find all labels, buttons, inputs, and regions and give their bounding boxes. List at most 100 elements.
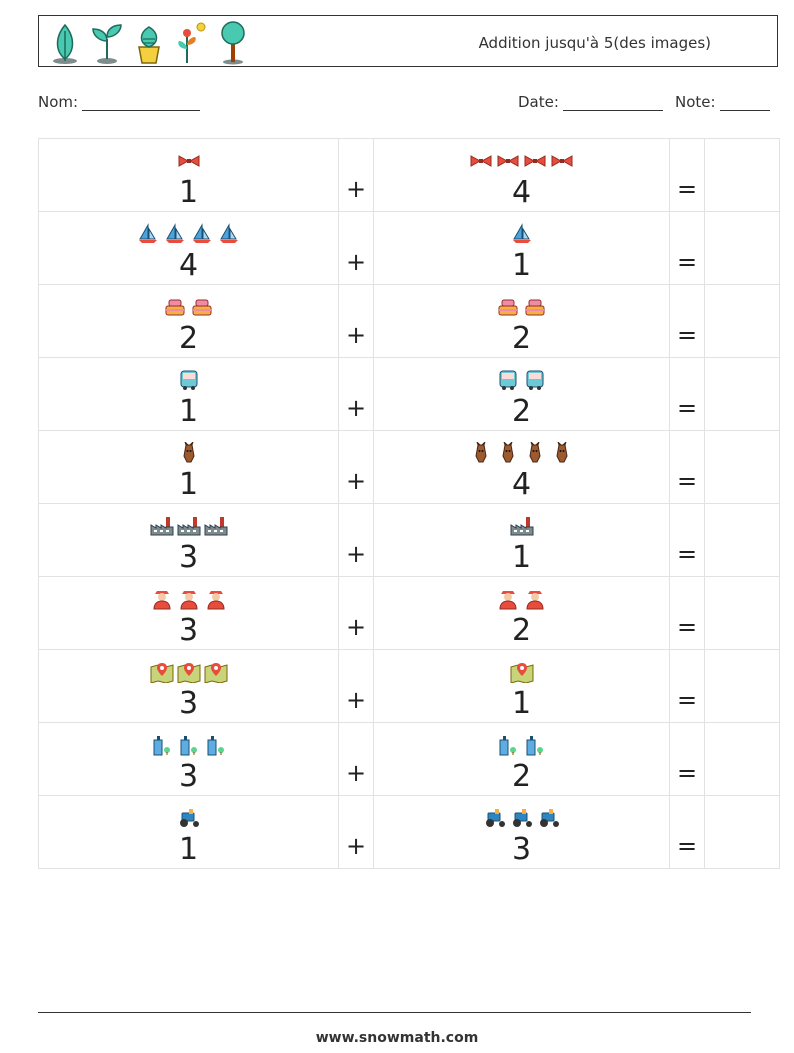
firefighter-icon [496,588,520,614]
tractor-icon [483,807,507,833]
name-field[interactable]: Nom: [38,93,201,111]
plus-sign: + [345,540,367,568]
sailboat-icon [163,223,187,249]
second-operand-number: 3 [511,832,532,867]
bus-icon [496,369,520,395]
cake-icon [190,296,214,322]
firefighter-icon [204,588,228,614]
map-pin-icon [177,661,201,687]
horse-icon [469,441,493,468]
score-label: Note: [675,93,716,111]
answer-cell[interactable] [704,576,780,650]
icon-group [496,299,547,322]
icon-group [496,591,547,614]
problem-row: 1 +4 = [38,430,780,504]
date-field[interactable]: Date: [518,93,663,111]
problem-row: 1 +4 = [38,138,780,212]
second-operand-cell: 2 [373,576,670,650]
answer-cell[interactable] [704,211,780,285]
equals-cell: = [669,211,705,285]
plant-icon-row [47,19,251,65]
first-operand-number: 3 [178,686,199,721]
equals-cell: = [669,430,705,504]
plus-cell: + [338,722,374,796]
potted-plant-icon [138,26,160,64]
equals-cell: = [669,722,705,796]
icon-group [150,517,228,541]
tractor-icon [537,807,561,833]
icon-group [469,154,574,176]
plus-sign: + [345,613,367,641]
icon-group [483,809,561,833]
answer-cell[interactable] [704,722,780,796]
problem-row: 3 +1 = [38,649,780,723]
cake-icon [496,296,520,322]
first-operand-cell: 3 [38,649,339,723]
building-icon [177,734,201,760]
date-line [562,94,663,111]
first-operand-cell: 3 [38,576,339,650]
equals-sign: = [676,832,698,860]
first-operand-cell: 1 [38,430,339,504]
answer-cell[interactable] [704,138,780,212]
answer-cell[interactable] [704,649,780,723]
horse-icon [523,441,547,468]
equals-sign: = [676,175,698,203]
equals-sign: = [676,613,698,641]
sprout-icon [92,24,122,64]
icon-group [177,809,201,833]
equals-cell: = [669,795,705,869]
header-box: Addition jusqu'à 5(des images) [38,15,778,67]
equals-sign: = [676,686,698,714]
first-operand-cell: 1 [38,357,339,431]
first-operand-number: 1 [178,832,199,867]
icon-group [496,370,547,395]
score-field[interactable]: Note: [675,93,770,111]
plus-cell: + [338,357,374,431]
equals-cell: = [669,138,705,212]
cake-icon [523,296,547,322]
answer-cell[interactable] [704,430,780,504]
icon-group [510,223,534,249]
plus-cell: + [338,503,374,577]
icon-group [469,441,574,468]
answer-cell[interactable] [704,284,780,358]
horse-icon [177,441,201,468]
worksheet-title: Addition jusqu'à 5(des images) [478,34,711,52]
equals-cell: = [669,649,705,723]
icon-group [510,663,534,687]
plus-sign: + [345,321,367,349]
first-operand-cell: 4 [38,211,339,285]
bowtie-icon [496,150,520,176]
answer-cell[interactable] [704,795,780,869]
firefighter-icon [150,588,174,614]
horse-icon [550,441,574,468]
second-operand-cell: 4 [373,430,670,504]
problem-row: 2 +2 = [38,284,780,358]
map-pin-icon [150,661,174,687]
plus-cell: + [338,649,374,723]
bowtie-icon [177,150,201,176]
first-operand-number: 2 [178,321,199,356]
equals-cell: = [669,503,705,577]
plus-cell: + [338,576,374,650]
first-operand-cell: 1 [38,795,339,869]
second-operand-cell: 2 [373,284,670,358]
plus-cell: + [338,138,374,212]
sailboat-icon [190,223,214,249]
horse-icon [496,441,520,468]
problem-row: 1 +2 = [38,357,780,431]
score-line [719,94,770,111]
date-label: Date: [518,93,559,111]
icon-group [150,663,228,687]
flower-sun-icon [178,22,206,63]
answer-cell[interactable] [704,503,780,577]
icon-group [177,370,201,395]
first-operand-number: 3 [178,540,199,575]
cake-icon [163,296,187,322]
firefighter-icon [177,588,201,614]
answer-cell[interactable] [704,357,780,431]
second-operand-number: 4 [511,467,532,502]
tree-icon [221,21,245,65]
map-pin-icon [204,661,228,687]
